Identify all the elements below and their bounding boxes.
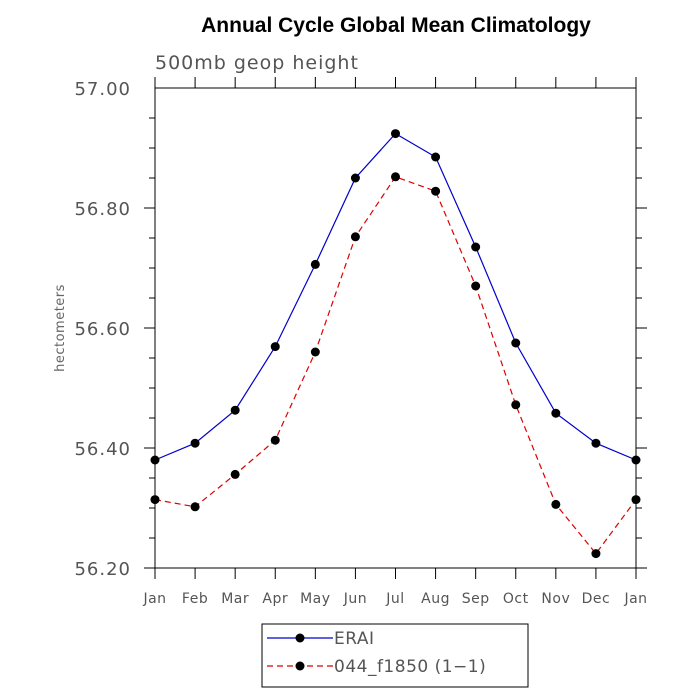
x-tick-label: May (300, 591, 330, 607)
series-1-point (551, 499, 561, 509)
x-tick-label: Dec (582, 591, 611, 607)
x-tick-label: Mar (221, 591, 249, 607)
legend-marker-erai (295, 633, 305, 643)
series-1-point (631, 495, 641, 505)
series-1-point (591, 549, 601, 559)
chart-subtitle: 500mb geop height (155, 52, 359, 74)
x-tick-label: Jul (385, 591, 404, 607)
x-tick-label: Jun (343, 591, 367, 607)
series-1-point (310, 347, 320, 357)
legend-marker-044-f1850 (295, 661, 305, 671)
series-1-point (150, 495, 160, 505)
series-1-point (431, 186, 441, 196)
plot-area-frame (154, 87, 637, 569)
legend-label-erai: ERAI (334, 629, 375, 649)
series-0-point (350, 173, 360, 183)
series-line-0 (154, 132, 637, 461)
y-tick-label: 56.20 (74, 559, 131, 580)
x-tick-label: Jan (623, 591, 647, 607)
series-line-1 (154, 176, 637, 555)
series-1-point (190, 502, 200, 512)
series-0-point (471, 242, 481, 252)
x-tick-labels: Jan Feb Mar Apr May Jun Jul Aug Sep Oct Nov Dec Jan (142, 591, 647, 607)
series-1-point (391, 172, 400, 182)
series-layer (150, 129, 641, 559)
series-0-point (511, 338, 521, 348)
series-0-point (150, 455, 160, 465)
legend: ERAI 044_f1850 (1−1) (261, 623, 529, 688)
x-tick-label: Apr (262, 591, 288, 607)
series-0-point (310, 259, 320, 269)
series-0-point (551, 408, 561, 418)
series-1-point (471, 281, 481, 291)
series-0-point (190, 438, 200, 448)
series-0-point (631, 455, 641, 465)
x-tick-label: Jan (142, 591, 166, 607)
series-0-point (230, 405, 240, 415)
y-tick-label: 56.40 (74, 439, 131, 460)
legend-label-044-f1850: 044_f1850 (1−1) (334, 657, 486, 677)
axis-ticks (144, 77, 647, 579)
x-tick-label: Aug (421, 591, 450, 607)
series-0-point (431, 152, 441, 162)
series-0-point (391, 129, 400, 139)
series-1-point (270, 435, 280, 445)
y-tick-label: 57.00 (74, 79, 131, 100)
series-1-point (511, 400, 521, 410)
series-1-point (230, 469, 240, 479)
x-tick-label: Oct (503, 591, 529, 607)
y-tick-label: 56.60 (74, 319, 131, 340)
y-axis-label: hectometers (53, 284, 68, 372)
y-tick-label: 56.80 (74, 199, 131, 220)
x-tick-label: Feb (182, 591, 208, 607)
series-0-point (591, 438, 601, 448)
y-tick-labels: 56.20 56.40 56.60 56.80 57.00 (74, 79, 131, 580)
series-0-point (270, 342, 280, 352)
legend-box (261, 623, 529, 688)
series-1-point (350, 232, 360, 242)
x-tick-label: Sep (462, 591, 490, 607)
x-tick-label: Nov (541, 591, 570, 607)
chart-title: Annual Cycle Global Mean Climatology (201, 14, 591, 37)
